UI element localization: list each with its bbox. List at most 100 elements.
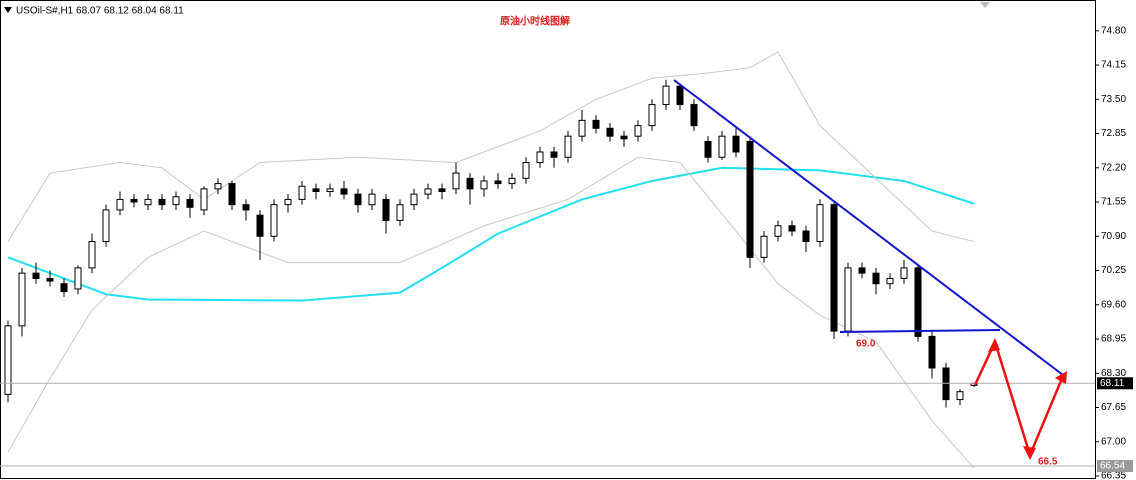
annotation: 69.0 xyxy=(856,339,876,350)
price-label: 66.54 xyxy=(1100,461,1125,472)
candle-body xyxy=(732,135,740,153)
candle-body xyxy=(662,85,670,106)
candle-body xyxy=(578,119,586,137)
candle-body xyxy=(158,198,166,206)
candle-body xyxy=(382,198,390,221)
candle-body xyxy=(88,241,96,269)
candle-body xyxy=(200,188,208,211)
bollinger-band xyxy=(7,51,975,243)
candle-body xyxy=(410,193,418,206)
candle-body xyxy=(564,135,572,158)
candle-body xyxy=(718,135,726,158)
candle-body xyxy=(60,283,68,293)
scroll-marker[interactable] xyxy=(980,2,990,8)
candle-body xyxy=(900,267,908,279)
y-tick-label: 66.35 xyxy=(1101,471,1126,480)
bollinger-band xyxy=(7,156,975,469)
plot-frame xyxy=(0,0,1096,479)
candle-body xyxy=(186,198,194,208)
candle-body xyxy=(256,214,264,237)
price-box xyxy=(1097,459,1133,472)
menu-triangle[interactable] xyxy=(4,7,12,13)
candle-body xyxy=(508,177,516,185)
candle-body xyxy=(368,193,376,206)
candle-body xyxy=(46,277,54,282)
y-tick-label: 69.60 xyxy=(1101,299,1126,310)
candle-body xyxy=(228,183,236,206)
candle-body xyxy=(802,230,810,243)
y-tick-label: 67.00 xyxy=(1101,436,1126,447)
candle-body xyxy=(858,267,866,274)
candle-body xyxy=(592,119,600,129)
forecast-path xyxy=(973,338,1065,459)
y-tick-label: 70.90 xyxy=(1101,231,1126,242)
candle-body xyxy=(270,204,278,237)
candle-body xyxy=(830,204,838,332)
candle-body xyxy=(676,85,684,106)
arrow-head xyxy=(988,338,1000,352)
annotation: 66.5 xyxy=(1038,457,1058,468)
y-tick-label: 68.95 xyxy=(1101,334,1126,345)
y-tick-label: 74.80 xyxy=(1101,25,1126,36)
candle-body xyxy=(438,188,446,193)
candle-body xyxy=(844,267,852,332)
candle-body xyxy=(942,367,950,401)
y-tick-label: 73.50 xyxy=(1101,94,1126,105)
y-tick-label: 67.65 xyxy=(1101,402,1126,413)
candle-body xyxy=(746,140,754,258)
candle-body xyxy=(760,235,768,258)
y-tick-label: 74.15 xyxy=(1101,60,1126,71)
candle-body xyxy=(18,272,26,327)
price-label: 68.11 xyxy=(1100,378,1125,389)
candle-body xyxy=(928,335,936,369)
candle-body xyxy=(466,177,474,190)
candle-body xyxy=(74,267,82,290)
support-line xyxy=(839,329,1001,333)
candle-body xyxy=(4,325,12,395)
candle-body xyxy=(480,180,488,190)
candle-body xyxy=(102,209,110,243)
candle-body xyxy=(648,104,656,127)
y-tick-label: 71.55 xyxy=(1101,197,1126,208)
arrow-head xyxy=(1055,371,1067,384)
candle-body xyxy=(298,185,306,200)
y-tick-label: 68.30 xyxy=(1101,368,1126,379)
trend-line xyxy=(673,79,1064,376)
candle-body xyxy=(130,198,138,203)
candle-body xyxy=(606,127,614,137)
candle-body xyxy=(550,151,558,158)
y-tick-label: 70.25 xyxy=(1101,265,1126,276)
price-box xyxy=(1097,377,1133,390)
candle-body xyxy=(956,391,964,401)
chart-title: 原油小时线图解 xyxy=(500,15,570,28)
candle-body xyxy=(886,277,894,285)
candle-body xyxy=(144,198,152,206)
candle-body xyxy=(522,162,530,179)
candle-body xyxy=(690,104,698,127)
candle-body xyxy=(326,188,334,193)
moving-average xyxy=(7,166,975,302)
y-tick-label: 72.85 xyxy=(1101,128,1126,139)
candle-body xyxy=(634,125,642,137)
candle-body xyxy=(32,272,40,279)
candle-body xyxy=(312,188,320,193)
candle-body xyxy=(704,140,712,158)
candle-body xyxy=(396,204,404,221)
candle-body xyxy=(914,267,922,337)
candle-body xyxy=(116,198,124,211)
arrow-head xyxy=(1023,446,1036,460)
candle-body xyxy=(424,188,432,195)
candle-body xyxy=(340,188,348,195)
candle-body xyxy=(452,172,460,190)
candle-body xyxy=(620,135,628,140)
candle-body xyxy=(214,183,222,190)
header: USOil-S#,H1 68.07 68.12 68.04 68.11 xyxy=(16,6,184,17)
candle-body xyxy=(172,196,180,206)
candle-body xyxy=(536,151,544,164)
y-tick-label: 72.20 xyxy=(1101,162,1126,173)
candle-body xyxy=(816,204,824,243)
candle-body xyxy=(284,198,292,206)
candle-body xyxy=(774,225,782,237)
candle-body xyxy=(242,204,250,211)
